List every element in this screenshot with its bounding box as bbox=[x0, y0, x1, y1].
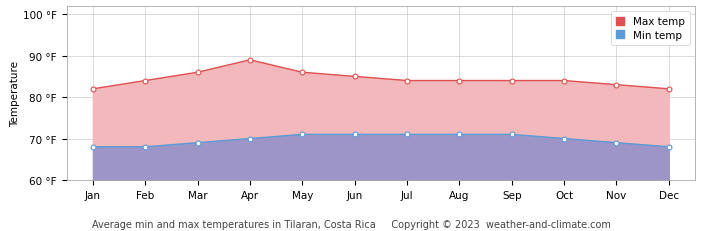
Text: Average min and max temperatures in Tilaran, Costa Rica     Copyright © 2023  we: Average min and max temperatures in Tila… bbox=[91, 219, 611, 229]
Y-axis label: Temperature: Temperature bbox=[11, 61, 20, 126]
Legend: Max temp, Min temp: Max temp, Min temp bbox=[611, 12, 690, 46]
